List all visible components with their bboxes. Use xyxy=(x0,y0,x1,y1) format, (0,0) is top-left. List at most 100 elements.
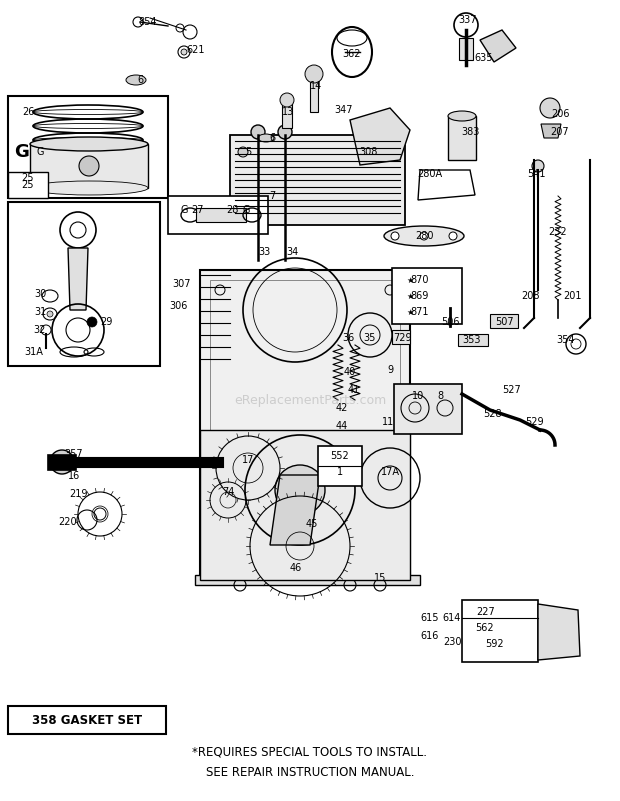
Text: G: G xyxy=(242,205,250,215)
Text: 383: 383 xyxy=(461,127,479,137)
Text: 208: 208 xyxy=(521,291,539,301)
Text: 869: 869 xyxy=(411,291,429,301)
Polygon shape xyxy=(350,108,410,165)
Circle shape xyxy=(420,232,428,240)
Text: 9: 9 xyxy=(387,365,393,375)
Text: 28: 28 xyxy=(226,205,238,215)
Text: 35: 35 xyxy=(364,333,376,343)
Text: 354: 354 xyxy=(557,335,575,345)
Circle shape xyxy=(50,450,74,474)
Circle shape xyxy=(449,232,457,240)
Bar xyxy=(282,102,292,128)
Text: 232: 232 xyxy=(549,227,567,237)
Text: G: G xyxy=(36,147,44,157)
Text: 870: 870 xyxy=(410,275,429,285)
Circle shape xyxy=(47,311,53,317)
Text: 729: 729 xyxy=(392,333,411,343)
Bar xyxy=(210,280,400,570)
Bar xyxy=(200,270,410,580)
Text: 10: 10 xyxy=(412,391,424,401)
Ellipse shape xyxy=(448,111,476,121)
Bar xyxy=(200,430,410,580)
Text: 358 GASKET SET: 358 GASKET SET xyxy=(32,714,142,727)
Text: 614: 614 xyxy=(443,613,461,623)
Bar xyxy=(490,314,518,328)
Text: 32: 32 xyxy=(34,325,46,335)
Text: 871: 871 xyxy=(410,307,429,317)
Text: 201: 201 xyxy=(563,291,582,301)
Text: SEE REPAIR INSTRUCTION MANUAL.: SEE REPAIR INSTRUCTION MANUAL. xyxy=(206,766,414,779)
Text: 307: 307 xyxy=(173,279,191,289)
Bar xyxy=(196,208,246,222)
Bar xyxy=(458,334,488,346)
Text: 16: 16 xyxy=(68,471,80,481)
Text: 527: 527 xyxy=(503,385,521,395)
Bar xyxy=(448,116,476,160)
Text: 29: 29 xyxy=(100,317,112,327)
Text: 635: 635 xyxy=(475,53,494,63)
Text: 40: 40 xyxy=(344,367,356,377)
Text: 6: 6 xyxy=(137,75,143,85)
Circle shape xyxy=(238,147,248,157)
Bar xyxy=(459,38,473,60)
Text: 26: 26 xyxy=(22,107,34,117)
Polygon shape xyxy=(538,604,580,660)
Text: 357: 357 xyxy=(64,449,83,459)
Text: 206: 206 xyxy=(551,109,569,119)
Text: 854: 854 xyxy=(139,17,157,27)
Text: 1: 1 xyxy=(337,467,343,477)
Text: 230: 230 xyxy=(443,637,461,647)
Text: 6: 6 xyxy=(269,133,275,143)
Text: 207: 207 xyxy=(551,127,569,137)
Text: 15: 15 xyxy=(374,573,386,583)
Text: 219: 219 xyxy=(69,489,87,499)
Text: 541: 541 xyxy=(527,169,545,179)
Text: 27: 27 xyxy=(192,205,204,215)
Text: 306: 306 xyxy=(169,301,187,311)
Bar xyxy=(168,196,268,234)
Polygon shape xyxy=(68,248,88,310)
Text: ★: ★ xyxy=(406,292,414,300)
Bar xyxy=(210,560,390,580)
Text: 347: 347 xyxy=(335,105,353,115)
Ellipse shape xyxy=(384,226,464,246)
Text: 5: 5 xyxy=(245,147,251,157)
Text: 31A: 31A xyxy=(25,347,43,357)
Circle shape xyxy=(532,160,544,172)
Text: 30: 30 xyxy=(34,289,46,299)
Polygon shape xyxy=(541,124,561,138)
Text: 13: 13 xyxy=(282,107,294,117)
Text: 616: 616 xyxy=(421,631,439,641)
Text: 7: 7 xyxy=(269,191,275,201)
Text: ★: ★ xyxy=(406,276,414,284)
Text: 14: 14 xyxy=(310,81,322,91)
Text: 46: 46 xyxy=(290,563,302,573)
Text: 34: 34 xyxy=(286,247,298,257)
Text: G: G xyxy=(180,205,188,215)
Bar xyxy=(8,172,48,198)
Text: 33: 33 xyxy=(258,247,270,257)
Circle shape xyxy=(540,98,560,118)
Bar xyxy=(392,330,410,344)
Text: 17: 17 xyxy=(242,455,254,465)
Circle shape xyxy=(445,315,455,325)
Circle shape xyxy=(251,125,265,139)
Circle shape xyxy=(305,65,323,83)
Circle shape xyxy=(181,49,187,55)
Text: 615: 615 xyxy=(421,613,439,623)
Circle shape xyxy=(87,317,97,327)
Text: *REQUIRES SPECIAL TOOLS TO INSTALL.: *REQUIRES SPECIAL TOOLS TO INSTALL. xyxy=(192,746,428,759)
Polygon shape xyxy=(480,30,516,62)
Ellipse shape xyxy=(258,134,274,142)
Ellipse shape xyxy=(30,181,148,195)
Circle shape xyxy=(280,93,294,107)
Bar xyxy=(392,268,462,324)
Text: 353: 353 xyxy=(463,335,481,345)
Text: 31: 31 xyxy=(34,307,46,317)
Text: G: G xyxy=(14,143,29,161)
Text: eReplacementParts.com: eReplacementParts.com xyxy=(234,394,386,407)
Text: 562: 562 xyxy=(475,623,494,633)
Text: 42: 42 xyxy=(336,403,348,413)
Ellipse shape xyxy=(30,137,148,151)
Text: 220: 220 xyxy=(59,517,78,527)
